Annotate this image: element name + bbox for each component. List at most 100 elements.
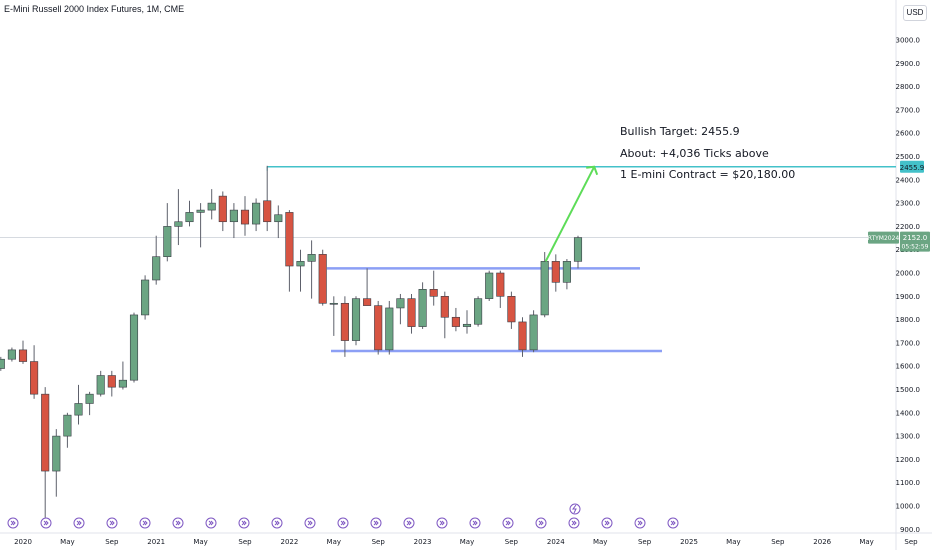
y-tick-label: 3000.0: [896, 37, 921, 45]
candle[interactable]: [329, 296, 338, 336]
y-tick-label: 1000.0: [896, 503, 921, 511]
candle[interactable]: [41, 387, 50, 518]
candle[interactable]: [196, 203, 205, 248]
candle[interactable]: [274, 205, 283, 239]
event-icon[interactable]: [304, 517, 316, 529]
event-icon[interactable]: [40, 517, 52, 529]
candle[interactable]: [573, 235, 583, 269]
candle[interactable]: [18, 340, 28, 364]
y-tick-label: 2500.0: [896, 153, 921, 161]
candle-body: [296, 261, 305, 267]
candle[interactable]: [429, 270, 438, 306]
candle[interactable]: [63, 412, 72, 448]
candle[interactable]: [296, 249, 305, 292]
candle-body: [174, 221, 183, 227]
y-tick-label: 2000.0: [896, 270, 921, 278]
candle[interactable]: [207, 189, 216, 220]
candle[interactable]: [7, 347, 16, 362]
event-icon[interactable]: [568, 517, 580, 529]
event-icon[interactable]: [271, 517, 283, 529]
candle[interactable]: [85, 391, 94, 416]
event-icon[interactable]: [73, 517, 85, 529]
lightning-icon[interactable]: [569, 503, 581, 515]
candle[interactable]: [374, 300, 383, 355]
candle[interactable]: [185, 200, 194, 227]
event-icon[interactable]: [139, 517, 151, 529]
event-icon-glyph: [637, 520, 643, 526]
currency-button[interactable]: USD: [903, 5, 927, 21]
candle[interactable]: [318, 249, 327, 306]
candle[interactable]: [462, 310, 472, 334]
candle-body: [440, 295, 449, 318]
candle[interactable]: [107, 370, 116, 397]
event-icon[interactable]: [337, 517, 349, 529]
candle[interactable]: [240, 196, 250, 236]
candle[interactable]: [218, 191, 227, 232]
y-tick-label: 2800.0: [896, 83, 921, 91]
event-icon[interactable]: [238, 517, 250, 529]
candle[interactable]: [396, 293, 405, 325]
candle[interactable]: [30, 345, 39, 399]
candle[interactable]: [174, 189, 183, 246]
event-icon[interactable]: [7, 517, 19, 529]
candle-body: [41, 393, 50, 472]
candle[interactable]: [118, 361, 127, 390]
candle-body: [163, 226, 172, 257]
candle-body: [52, 435, 61, 472]
candle[interactable]: [285, 210, 294, 292]
event-icon[interactable]: [634, 517, 646, 529]
target-annotation: Bullish Target: 2455.9: [620, 125, 740, 138]
candle[interactable]: [496, 270, 505, 308]
event-icon[interactable]: [436, 517, 448, 529]
candle-body: [285, 212, 294, 267]
event-icon[interactable]: [601, 517, 613, 529]
event-icon[interactable]: [370, 517, 382, 529]
candle[interactable]: [540, 252, 549, 318]
event-icon[interactable]: [205, 517, 217, 529]
candle[interactable]: [529, 310, 538, 353]
candle[interactable]: [474, 296, 483, 327]
y-tick-label: 2300.0: [896, 200, 921, 208]
y-tick-label: 1400.0: [896, 409, 921, 417]
candle[interactable]: [385, 300, 394, 355]
event-icon-glyph: [406, 520, 412, 526]
event-icon[interactable]: [106, 517, 118, 529]
candle[interactable]: [74, 384, 83, 425]
candle[interactable]: [407, 293, 416, 334]
candle[interactable]: [52, 429, 61, 497]
candle[interactable]: [440, 291, 449, 339]
candle-body: [474, 298, 483, 325]
event-icon[interactable]: [469, 517, 481, 529]
event-icon[interactable]: [403, 517, 415, 529]
candle[interactable]: [96, 370, 105, 397]
candle-body: [496, 272, 505, 297]
candle[interactable]: [363, 268, 372, 306]
event-icon[interactable]: [172, 517, 184, 529]
event-icon[interactable]: [535, 517, 547, 529]
candle[interactable]: [163, 203, 172, 262]
candle[interactable]: [141, 275, 150, 320]
candle[interactable]: [152, 235, 161, 285]
event-icon[interactable]: [502, 517, 514, 529]
candle-body: [263, 200, 272, 223]
candle[interactable]: [307, 240, 316, 299]
candle[interactable]: [351, 296, 361, 346]
candle[interactable]: [340, 296, 349, 357]
event-icon-glyph: [604, 520, 610, 526]
event-icon[interactable]: [667, 517, 679, 529]
candle[interactable]: [562, 259, 571, 290]
candle[interactable]: [129, 312, 139, 383]
candle[interactable]: [485, 270, 494, 301]
candle[interactable]: [507, 291, 516, 329]
candle[interactable]: [252, 198, 261, 232]
candle[interactable]: [0, 356, 5, 371]
candle[interactable]: [418, 282, 427, 329]
candle[interactable]: [263, 165, 272, 232]
candle[interactable]: [451, 307, 460, 332]
candle[interactable]: [551, 254, 560, 292]
y-tick-label: 1700.0: [896, 339, 921, 347]
candle[interactable]: [518, 317, 527, 357]
y-tick-label: 1100.0: [896, 479, 921, 487]
candle[interactable]: [229, 203, 238, 239]
